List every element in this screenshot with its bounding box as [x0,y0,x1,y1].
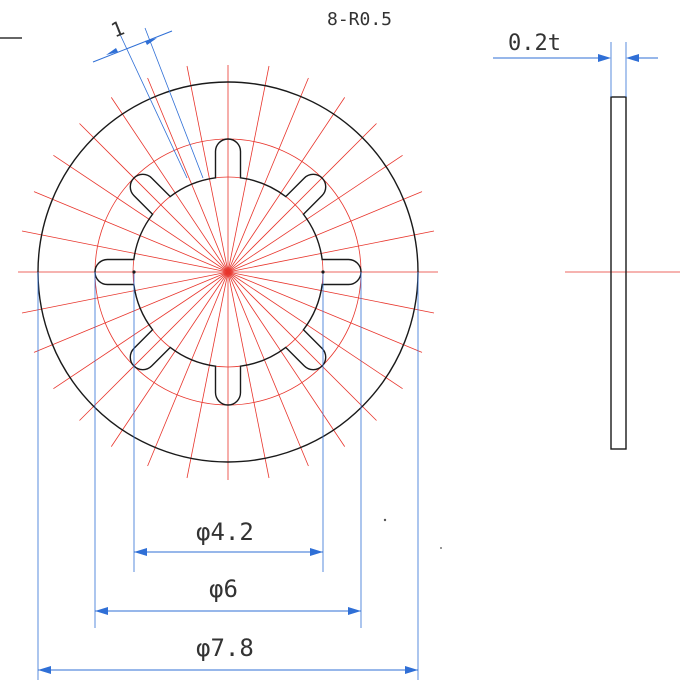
radial-center-line [147,77,229,273]
radial-center-line [227,65,270,273]
radial-center-line [227,230,435,273]
radial-center-line [227,271,403,390]
radial-center-line [227,271,377,421]
thickness-label: 0.2t [508,31,561,56]
inner-diameter-label: φ4.2 [196,518,254,546]
radial-center-line [227,271,435,314]
radial-center-line [227,154,403,273]
radial-center-line [227,271,309,467]
radial-center-line [33,271,229,353]
radial-center-line [110,97,229,273]
outer-diameter-label: φ7.8 [196,634,254,662]
radial-center-line [227,271,270,479]
radial-center-line [53,271,229,390]
radial-center-line [21,271,229,314]
thickness-dimension: 0.2t [493,31,658,97]
radial-center-line [33,191,229,273]
tooth-diameter-dimension: φ6 [95,575,361,615]
radial-center-line [79,123,229,273]
radial-center-line [53,154,229,273]
inner-diameter-dimension: φ4.2 [134,518,323,556]
radial-center-line [79,271,229,421]
radial-center-line [227,271,423,353]
center-lines [18,65,680,480]
radius-note-label: 8-R0.5 [327,9,392,30]
radial-center-line [147,271,229,467]
radial-center-line [227,271,346,447]
radial-center-line [21,230,229,273]
radial-center-line [186,271,229,479]
radial-center-line [227,191,423,273]
outer-diameter-dimension: φ7.8 [38,634,418,674]
radial-center-line [227,123,377,273]
radial-center-line [110,271,229,447]
radial-center-line [227,97,346,273]
diameter-extension-lines [37,272,419,680]
radial-center-line [186,65,229,273]
tooth-width-label: 1 [108,16,128,43]
radial-center-line [227,77,309,273]
side-view-profile [610,96,627,450]
tooth-diameter-label: φ6 [209,575,238,603]
